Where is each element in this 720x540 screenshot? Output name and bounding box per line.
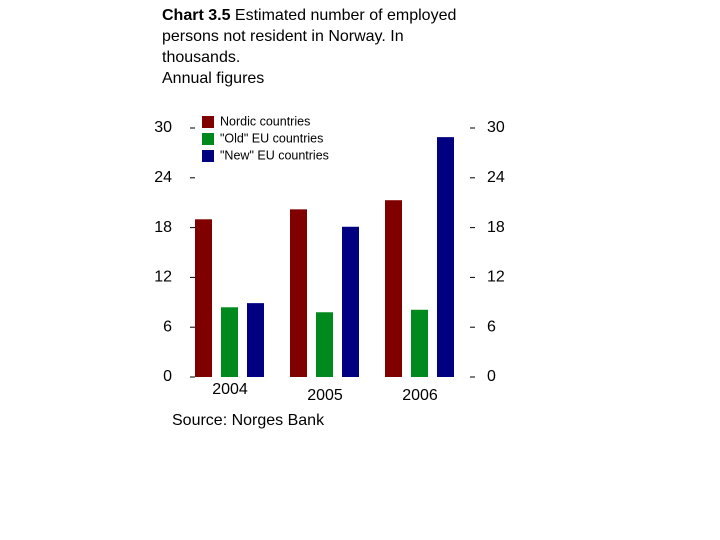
subtitle: Annual figures [162, 70, 264, 87]
y2-tick-label: 24 [487, 169, 505, 186]
bar [221, 307, 238, 377]
y-tick-label: 24 [154, 169, 172, 186]
chart-title: Chart 3.5 Estimated number of employed pe… [162, 7, 456, 87]
bar [385, 200, 402, 377]
y2-tick-label: 12 [487, 269, 505, 286]
y2-tick-label: 18 [487, 219, 505, 236]
y-tick-label: 30 [154, 119, 172, 136]
title-line: thousands. [162, 49, 240, 66]
legend-label: "New" EU countries [220, 148, 329, 162]
y2-tick-label: 0 [487, 368, 496, 385]
y2-tick-label: 30 [487, 119, 505, 136]
bar [247, 303, 264, 377]
bar [411, 309, 428, 377]
y2-tick-label: 6 [487, 318, 496, 335]
x-tick-label: 2005 [307, 387, 343, 404]
title-line: Estimated number of employed [235, 7, 456, 24]
x-tick-label: 2004 [212, 381, 248, 398]
legend-label: "Old" EU countries [220, 131, 323, 145]
y-tick-label: 0 [163, 368, 172, 385]
legend-label: Nordic countries [220, 114, 310, 128]
bar [342, 226, 359, 377]
y-tick-label: 12 [154, 269, 172, 286]
x-tick-label: 2006 [402, 387, 438, 404]
legend-swatch [202, 116, 214, 128]
title-line: persons not resident in Norway. In [162, 28, 404, 45]
bar [316, 312, 333, 377]
bar [437, 137, 454, 377]
chart-label: Chart 3.5 [162, 7, 231, 24]
bar [290, 209, 307, 377]
y-tick-label: 6 [163, 318, 172, 335]
legend-swatch [202, 150, 214, 162]
legend-swatch [202, 133, 214, 145]
y-tick-label: 18 [154, 219, 172, 236]
bar [195, 219, 212, 377]
source: Source: Norges Bank [172, 412, 325, 429]
